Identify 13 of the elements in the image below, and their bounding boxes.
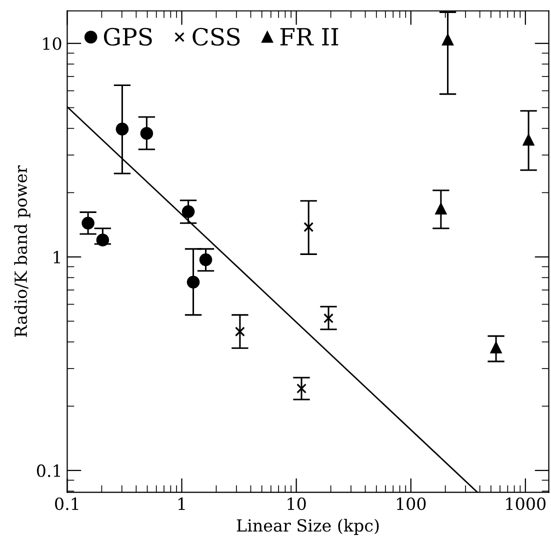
y-tick-label: 1 xyxy=(54,250,60,264)
legend-label: CSS xyxy=(192,28,240,46)
y-axis-title: Radio/K band power xyxy=(14,165,30,337)
x-tick-label: 0.1 xyxy=(55,497,78,510)
y-tick-label: 10 xyxy=(43,37,62,50)
legend-label: GPS xyxy=(104,28,152,46)
x-tick-label: 1 xyxy=(178,497,185,510)
x-tick-label: 100 xyxy=(396,497,426,510)
legend-label: FR II xyxy=(280,28,338,46)
x-tick-label: 1000 xyxy=(506,497,546,510)
x-tick-label: 10 xyxy=(288,497,306,510)
y-tick-label: 0.1 xyxy=(36,464,60,478)
x-axis-title: Linear Size (kpc) xyxy=(236,518,379,535)
